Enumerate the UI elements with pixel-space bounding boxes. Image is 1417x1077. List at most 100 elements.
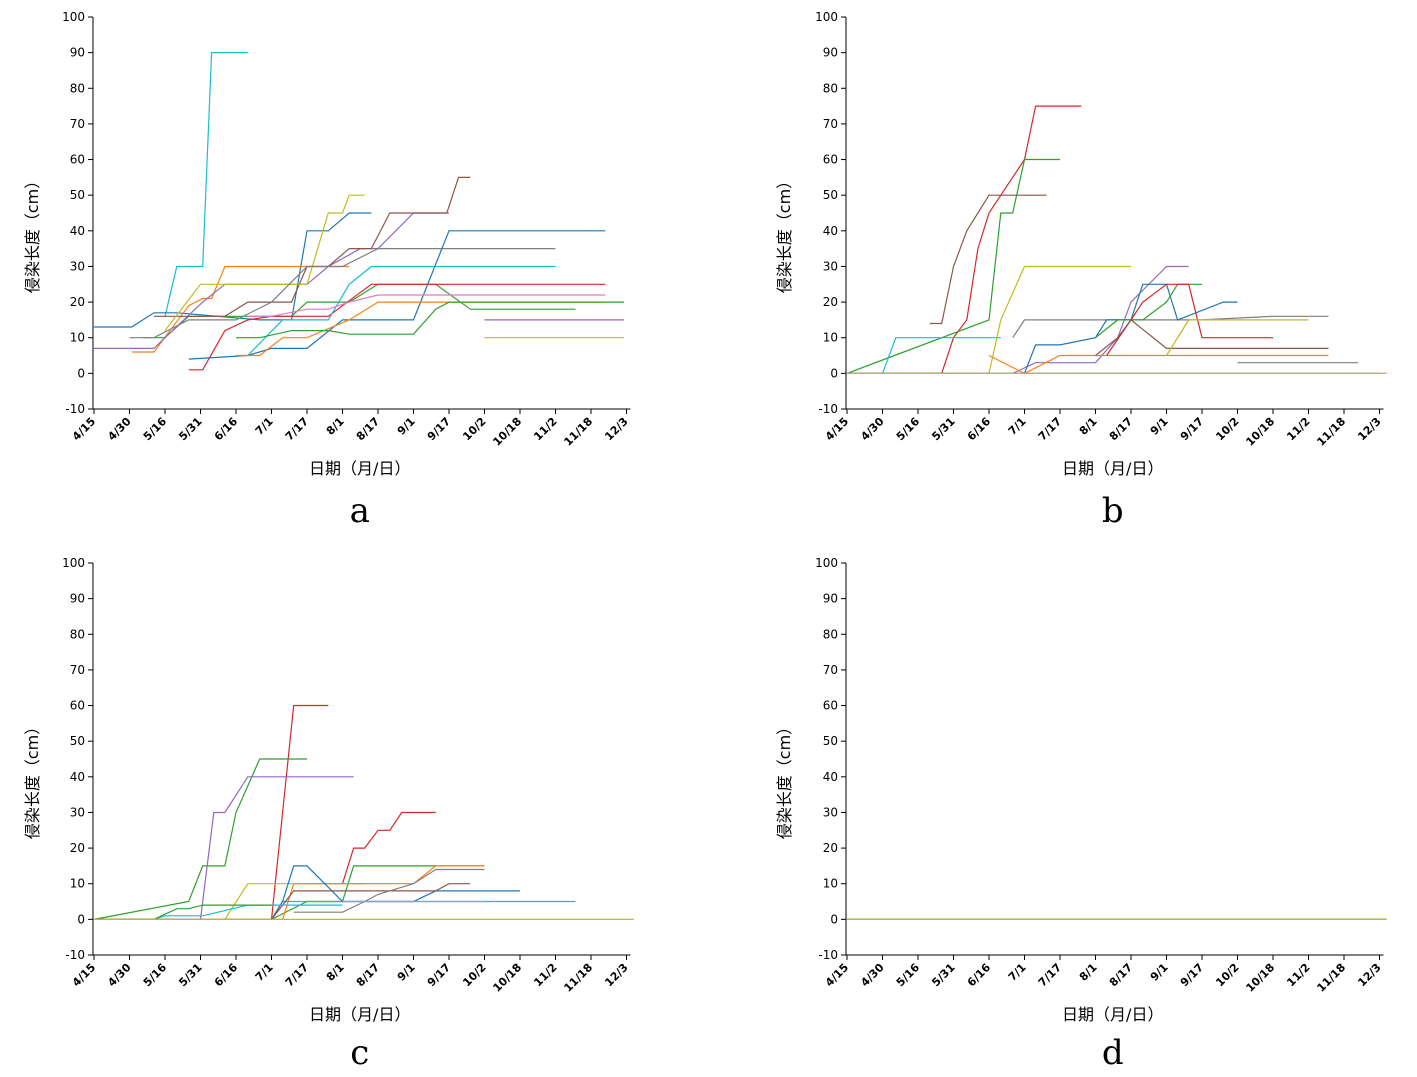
x-tick-label: 10/2 <box>460 961 488 989</box>
series-line-8 <box>1023 283 1238 374</box>
x-tick-label: 7/17 <box>283 961 311 989</box>
x-tick-label: 5/31 <box>929 415 957 443</box>
y-tick-label: 100 <box>815 556 838 570</box>
y-tick-label: 90 <box>70 46 85 60</box>
x-tick-label: 9/17 <box>425 961 453 989</box>
y-tick-label: 10 <box>823 331 838 345</box>
x-tick-label: 11/2 <box>1284 961 1312 989</box>
x-tick-label: 7/1 <box>253 961 276 984</box>
y-tick-label: 90 <box>823 592 838 606</box>
series-line-12 <box>236 301 606 357</box>
y-tick-label: 10 <box>70 877 85 891</box>
y-tick-label: 10 <box>70 331 85 345</box>
series-group <box>846 105 1387 375</box>
series-line-3 <box>929 194 1047 325</box>
xlabel: 日期（月/日） <box>1062 1005 1163 1024</box>
y-tick-label: 60 <box>70 699 85 713</box>
series-line-7 <box>153 176 471 317</box>
x-tick-label: 12/3 <box>602 961 630 989</box>
panel-b: 侵染长度（cm） 日期（月/日） b -10 0 10 20 30 40 50 60 70 80 9… <box>775 10 1387 531</box>
y-tick-label: 80 <box>823 627 838 641</box>
series-line-6 <box>271 865 485 920</box>
y-tick-label: 60 <box>70 153 85 167</box>
x-tick-label: 8/1 <box>1077 415 1100 438</box>
series-line-7 <box>271 865 485 921</box>
y-tick-label: 20 <box>70 841 85 855</box>
series-line-8 <box>270 900 576 920</box>
x-tick-label: 4/30 <box>105 961 134 990</box>
y-tick-label: 90 <box>823 46 838 60</box>
x-tick-label: 7/1 <box>253 415 276 438</box>
x-tick-label: 4/30 <box>858 415 887 444</box>
axes: -10 0 10 20 30 40 50 60 70 80 90 100 4/15 4/30 5/16 5/3… <box>62 556 631 995</box>
ylabel: 侵染长度（cm） <box>775 719 794 839</box>
x-tick-label: 4/30 <box>858 961 887 990</box>
series-line-14 <box>236 301 625 339</box>
y-tick-label: 80 <box>70 81 85 95</box>
panel-label: c <box>350 1033 369 1073</box>
y-tick-label: 0 <box>77 912 85 926</box>
y-tick-label: 70 <box>70 663 85 677</box>
y-tick-label: 20 <box>823 841 838 855</box>
series-group <box>94 51 625 371</box>
series-line-4 <box>341 811 436 884</box>
x-tick-label: 4/15 <box>823 961 851 989</box>
series-line-5 <box>188 283 606 371</box>
xlabel: 日期（月/日） <box>309 1005 410 1024</box>
x-tick-label: 10/18 <box>1243 961 1277 995</box>
y-tick-label: 60 <box>823 153 838 167</box>
x-tick-label: 5/16 <box>141 961 170 990</box>
series-line-13 <box>1165 319 1309 356</box>
panel-label: a <box>350 491 370 531</box>
y-tick-label: 100 <box>62 10 85 24</box>
x-tick-label: 8/1 <box>324 415 347 438</box>
series-line-11 <box>1106 283 1273 356</box>
y-tick-label: 80 <box>823 81 838 95</box>
y-tick-label: 30 <box>823 259 838 273</box>
y-tick-label: 60 <box>823 699 838 713</box>
x-tick-label: 7/1 <box>1006 415 1029 438</box>
x-tick-label: 10/18 <box>490 961 524 995</box>
y-tick-label: 100 <box>815 10 838 24</box>
x-tick-label: 4/30 <box>105 415 134 444</box>
y-tick-label: 40 <box>823 770 838 784</box>
series-line-9 <box>270 865 520 920</box>
x-tick-label: 9/1 <box>1148 961 1171 984</box>
y-tick-label: 20 <box>823 295 838 309</box>
x-tick-label: 5/31 <box>176 961 204 989</box>
ylabel: 侵染长度（cm） <box>23 173 42 293</box>
y-tick-label: 50 <box>70 734 85 748</box>
y-tick-label: 50 <box>823 188 838 202</box>
y-tick-label: 30 <box>70 259 85 273</box>
series-line-8 <box>164 194 365 331</box>
x-tick-label: 11/18 <box>1314 415 1348 449</box>
series-line-10 <box>1095 283 1202 339</box>
xlabel: 日期（月/日） <box>1062 459 1163 478</box>
x-tick-label: 7/17 <box>1036 415 1064 443</box>
series-line-2 <box>94 212 372 328</box>
x-tick-label: 9/1 <box>395 415 418 438</box>
panel-label: d <box>1102 1033 1124 1073</box>
series-line-2 <box>846 158 1060 374</box>
x-tick-label: 5/16 <box>141 415 170 444</box>
series-line-2 <box>93 758 307 920</box>
axes: -10 0 10 20 30 40 50 60 70 80 90 100 4/15 4/30 5/16 5/3… <box>815 10 1384 449</box>
x-tick-label: 4/15 <box>70 961 98 989</box>
series-line-9 <box>988 354 1329 375</box>
x-tick-label: 6/16 <box>212 415 241 444</box>
xlabel: 日期（月/日） <box>309 459 410 478</box>
panel-d: 侵染长度（cm） 日期（月/日） d -10 0 10 20 30 40 50 60 70 80 9… <box>775 556 1387 1073</box>
x-tick-label: 10/2 <box>1213 415 1241 443</box>
x-tick-label: 7/17 <box>283 415 311 443</box>
x-tick-label: 6/16 <box>212 961 241 990</box>
x-tick-label: 9/17 <box>1178 961 1206 989</box>
y-tick-label: 50 <box>823 734 838 748</box>
series-line-11 <box>293 868 485 913</box>
y-tick-label: 100 <box>62 556 85 570</box>
x-tick-label: 11/18 <box>561 961 595 995</box>
x-tick-label: 11/2 <box>531 961 559 989</box>
x-tick-label: 8/1 <box>1077 961 1100 984</box>
x-tick-label: 12/3 <box>1355 415 1383 443</box>
x-tick-label: 8/17 <box>354 415 382 443</box>
